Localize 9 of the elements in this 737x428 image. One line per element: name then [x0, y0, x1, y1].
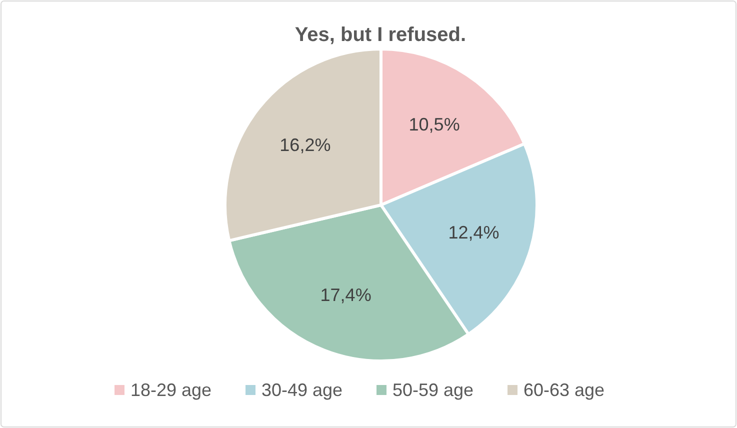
legend-label: 50-59 age [392, 380, 474, 400]
legend-label: 30-49 age [262, 380, 343, 400]
data-label: 17,4% [320, 285, 372, 306]
chart-title: Yes, but I refused. [294, 24, 466, 46]
data-label: 16,2% [280, 134, 331, 155]
legend-label: 60-63 age [524, 380, 605, 400]
data-label: 10,5% [408, 114, 460, 134]
legend-label: 18-29 age [130, 380, 212, 400]
data-label: 12,4% [448, 222, 500, 242]
